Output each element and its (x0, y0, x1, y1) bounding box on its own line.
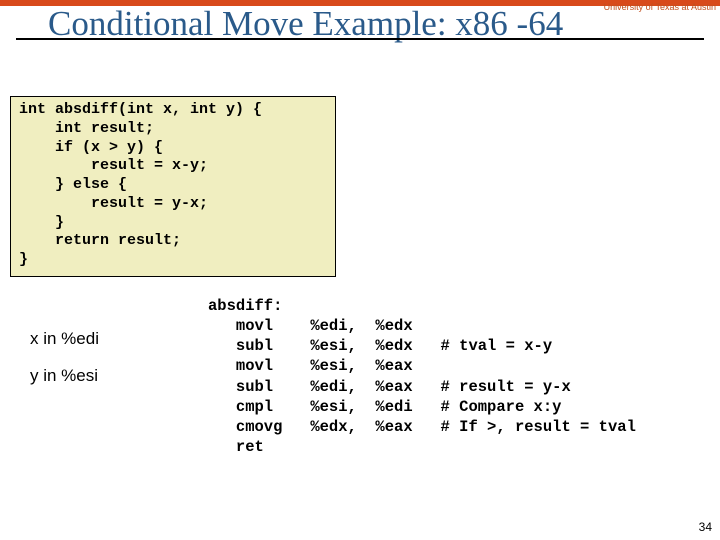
reg-note-x: x in %edi (30, 320, 99, 357)
institution-label: University of Texas at Austin (604, 2, 716, 12)
title-underline (16, 38, 704, 40)
assembly-listing: absdiff: movl %edi, %edx subl %esi, %edx… (208, 296, 636, 457)
register-mapping-notes: x in %edi y in %esi (30, 320, 99, 395)
slide-number: 34 (699, 520, 712, 534)
reg-note-y: y in %esi (30, 357, 99, 394)
c-source-code: int absdiff(int x, int y) { int result; … (10, 96, 336, 277)
